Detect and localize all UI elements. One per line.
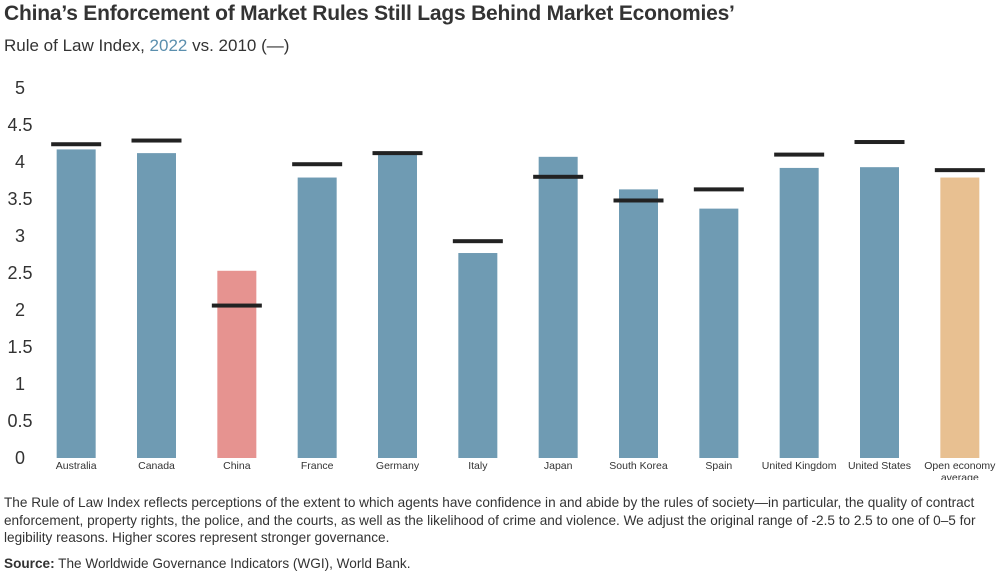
x-tick-label: Open economy average	[924, 460, 996, 480]
marker-2010-united-kingdom	[774, 152, 825, 157]
x-tick-label: France	[301, 460, 334, 472]
x-tick-label: South Korea	[609, 460, 668, 472]
bars	[56, 149, 980, 459]
marker-2010-china	[211, 303, 262, 308]
y-tick-label: 3	[15, 226, 25, 246]
chart-title: China’s Enforcement of Market Rules Stil…	[4, 2, 735, 25]
bar-2022-japan	[538, 156, 578, 458]
bar-chart: 0 0.5 1 1.5 2 2.5 3 3.5 4 4.5 5 Australia Canada Chi…	[7, 78, 996, 480]
x-tick-label: Canada	[138, 460, 175, 472]
y-tick-label: 3.5	[7, 189, 32, 209]
marker-2010-france	[292, 162, 343, 167]
x-axis: Australia Canada China France Germany Italy Ja…	[56, 460, 996, 480]
subtitle-suffix: vs. 2010 (—)	[187, 36, 290, 55]
bar-2022-united-kingdom	[779, 167, 819, 459]
bar-2022-canada	[137, 153, 176, 458]
source-text: The Worldwide Governance Indicators (WGI…	[54, 556, 411, 571]
x-tick-label: Japan	[544, 460, 573, 472]
marker-2010-japan	[533, 174, 584, 179]
marker-2010-open-economy-average	[934, 168, 985, 173]
marker-2010-italy	[452, 239, 503, 244]
chart-source: Source: The Worldwide Governance Indicat…	[4, 556, 410, 571]
bar-2022-united-states	[860, 167, 899, 458]
marker-2010-united-states	[854, 140, 905, 145]
y-tick-label: 0	[15, 448, 25, 468]
bar-2022-spain	[699, 208, 739, 458]
y-tick-label: 0.5	[7, 411, 32, 431]
y-tick-label: 5	[15, 78, 25, 98]
source-label: Source:	[4, 556, 55, 571]
chart-subtitle: Rule of Law Index, 2022 vs. 2010 (—)	[4, 36, 289, 56]
x-tick-label: United Kingdom	[762, 460, 837, 472]
chart-note: The Rule of Law Index reflects perceptio…	[4, 495, 976, 545]
markers-2010	[51, 138, 985, 308]
marker-2010-south-korea	[613, 198, 664, 203]
bar-2022-china	[217, 270, 257, 458]
subtitle-prefix: Rule of Law Index,	[4, 36, 150, 55]
bar-2022-france	[297, 177, 337, 458]
x-tick-label: China	[223, 460, 251, 472]
y-tick-label: 4.5	[7, 115, 32, 135]
y-tick-label: 2	[15, 300, 25, 320]
y-tick-label: 2.5	[7, 263, 32, 283]
x-tick-label: United States	[848, 460, 911, 472]
marker-2010-canada	[131, 138, 182, 143]
y-axis: 0 0.5 1 1.5 2 2.5 3 3.5 4 4.5 5	[7, 78, 32, 468]
subtitle-highlight-year: 2022	[149, 36, 188, 55]
bar-2022-open-economy-average	[940, 177, 980, 458]
marker-2010-germany	[372, 151, 423, 156]
bar-2022-south-korea	[619, 189, 658, 458]
y-tick-label: 1.5	[7, 337, 32, 357]
y-tick-label: 4	[15, 152, 25, 172]
bar-2022-germany	[378, 153, 417, 458]
x-tick-label: Spain	[705, 460, 732, 472]
x-tick-label: Australia	[56, 460, 97, 472]
x-tick-label: Italy	[468, 460, 488, 472]
marker-2010-australia	[51, 142, 102, 147]
bar-2022-italy	[458, 253, 498, 458]
bar-2022-australia	[56, 149, 96, 459]
y-tick-label: 1	[15, 374, 25, 394]
marker-2010-spain	[693, 187, 744, 192]
x-tick-label: Germany	[376, 460, 420, 472]
